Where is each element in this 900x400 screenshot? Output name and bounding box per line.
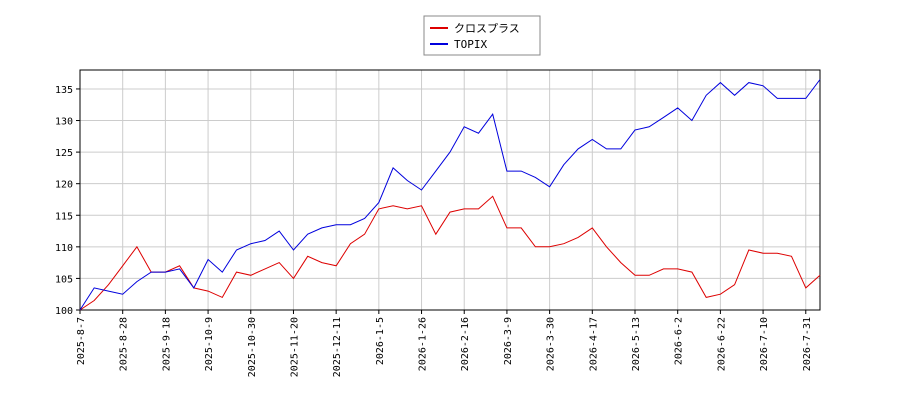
x-tick-label: 2026-7-31	[802, 317, 813, 371]
y-tick-label: 105	[55, 274, 73, 285]
x-tick-label: 2025-10-9	[204, 317, 215, 371]
y-tick-label: 135	[55, 85, 73, 96]
x-tick-label: 2026-3-30	[546, 317, 557, 371]
y-tick-label: 130	[55, 117, 73, 128]
x-tick-label: 2025-9-18	[161, 317, 172, 371]
x-tick-label: 2026-1-26	[418, 317, 429, 371]
y-tick-label: 100	[55, 306, 73, 317]
x-tick-label: 2025-12-11	[332, 317, 343, 377]
legend-label: クロスプラス	[454, 22, 520, 35]
y-tick-label: 115	[55, 211, 73, 222]
y-tick-label: 125	[55, 148, 73, 159]
x-tick-label: 2025-10-30	[247, 317, 258, 377]
x-tick-label: 2026-1-5	[375, 317, 386, 365]
x-tick-label: 2025-11-20	[289, 317, 300, 377]
x-tick-label: 2026-6-22	[716, 317, 727, 371]
legend-label: TOPIX	[454, 38, 487, 51]
x-tick-label: 2025-8-7	[76, 317, 87, 365]
y-tick-label: 110	[55, 243, 73, 254]
x-tick-label: 2026-7-10	[759, 317, 770, 371]
x-tick-label: 2026-5-13	[631, 317, 642, 371]
y-tick-label: 120	[55, 180, 73, 191]
series-line	[79, 195, 821, 311]
x-tick-label: 2026-2-16	[460, 317, 471, 371]
legend-box	[423, 15, 541, 56]
x-tick-label: 2026-6-2	[674, 317, 685, 365]
x-tick-label: 2025-8-28	[119, 317, 130, 371]
plot-frame	[79, 69, 821, 311]
x-tick-label: 2026-3-9	[503, 317, 514, 365]
x-tick-label: 2026-4-17	[588, 317, 599, 371]
series-line	[79, 79, 821, 311]
